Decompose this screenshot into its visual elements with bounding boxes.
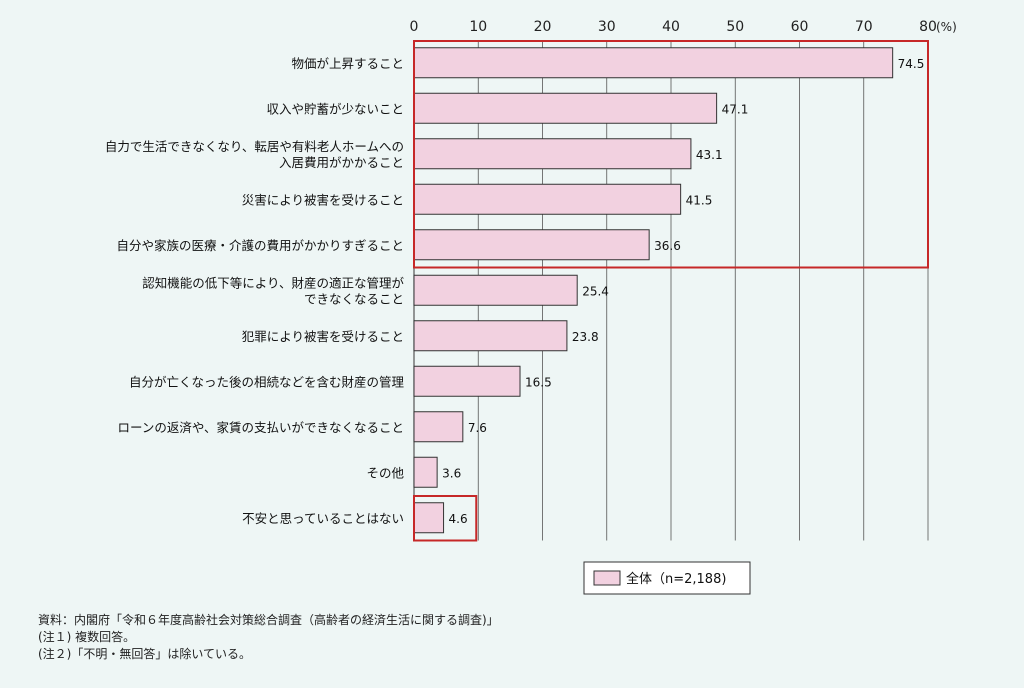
highlight-box [413, 495, 478, 542]
bar [413, 47, 894, 79]
data-label: 36.6 [654, 239, 681, 253]
data-label: 74.5 [898, 57, 925, 71]
legend-swatch [593, 570, 621, 586]
bar [413, 502, 445, 534]
x-tick-label: 40 [662, 19, 680, 35]
category-label: 認知機能の低下等により、財産の適正な管理が [142, 275, 404, 290]
category-label: できなくなること [304, 291, 404, 306]
data-label: 4.6 [449, 512, 468, 526]
bar [413, 229, 650, 261]
data-label: 7.6 [468, 421, 487, 435]
note-2: (注２)「不明・無回答」は除いている。 [38, 647, 252, 661]
bar [413, 92, 718, 124]
category-label: 入居費用がかかること [279, 155, 404, 170]
bar [413, 183, 682, 215]
x-tick-label: 80 [919, 19, 937, 35]
data-label: 43.1 [696, 148, 723, 162]
chart: 0 10 20 30 40 50 60 70 80 (%) 74.5 物価が上昇すること 47.1 収入や… [105, 19, 957, 595]
category-label: ローンの返済や、家賃の支払いができなくなること [117, 420, 404, 435]
data-label: 3.6 [442, 466, 461, 480]
legend-label: 全体（n=2,188) [626, 571, 726, 587]
data-label: 25.4 [582, 284, 609, 298]
category-label: 犯罪により被害を受けること [242, 329, 404, 344]
note-1: (注１) 複数回答。 [38, 630, 136, 644]
category-label: その他 [366, 465, 404, 480]
category-label: 災害により被害を受けること [242, 192, 404, 207]
category-label: 物価が上昇すること [291, 56, 404, 71]
bar [413, 138, 692, 170]
x-tick-label: 70 [855, 19, 873, 35]
category-label: 自力で生活できなくなり、転居や有料老人ホームへの [105, 139, 404, 154]
category-label: 自分が亡くなった後の相続などを含む財産の管理 [129, 374, 405, 389]
x-tick-label: 10 [469, 19, 487, 35]
x-tick-label: 0 [410, 19, 419, 35]
bar-chart-svg: 0 10 20 30 40 50 60 70 80 (%) 74.5 物価が上昇すること 47.1 収入や… [105, 19, 957, 595]
data-label: 41.5 [686, 193, 713, 207]
category-label: 自分や家族の医療・介護の費用がかかりすぎること [116, 238, 404, 253]
bar [413, 456, 438, 488]
data-label: 47.1 [722, 102, 749, 116]
x-tick-label: 50 [726, 19, 744, 35]
data-label: 16.5 [525, 375, 552, 389]
category-label: 収入や貯蓄が少ないこと [266, 101, 404, 116]
highlight-box [413, 40, 929, 269]
data-label: 23.8 [572, 330, 599, 344]
x-tick-label: 60 [791, 19, 809, 35]
bar [413, 320, 568, 352]
notes: 資料：内閣府「令和６年度高齢社会対策総合調査（高齢者の経済生活に関する調査)」 … [38, 612, 499, 663]
x-tick-label: 20 [534, 19, 552, 35]
x-unit-label: (%) [936, 20, 957, 34]
bar [413, 365, 521, 397]
bar [413, 411, 464, 443]
bar [413, 274, 578, 306]
category-label: 不安と思っていることはない [242, 511, 404, 526]
source-note: 資料：内閣府「令和６年度高齢社会対策総合調査（高齢者の経済生活に関する調査)」 [38, 613, 499, 627]
x-tick-label: 30 [598, 19, 616, 35]
